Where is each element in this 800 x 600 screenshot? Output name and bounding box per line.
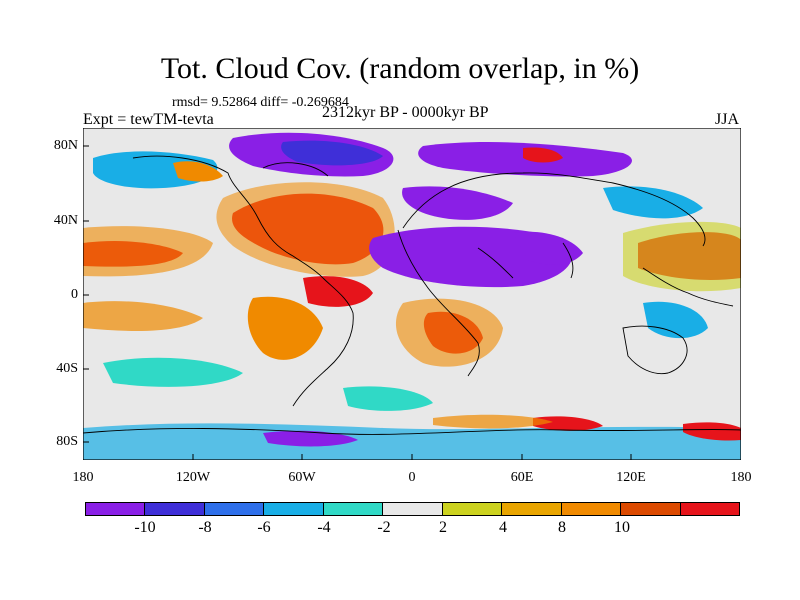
period-label: 2312kyr BP - 0000kyr BP (322, 104, 489, 121)
colorbar-swatch (621, 503, 681, 515)
lat-label-equator: 0 (71, 287, 78, 302)
field-indian-ocean-cyan (643, 301, 708, 339)
field-south-pacific-cyan (103, 357, 243, 387)
season-label: JJA (715, 111, 740, 128)
colorbar-label: -4 (317, 519, 331, 536)
field-north-orange (173, 161, 223, 182)
colorbar-label: 4 (499, 519, 507, 536)
field-antarctic-orange (433, 414, 553, 429)
colorbar-label: -2 (377, 519, 391, 536)
colorbar-swatch (145, 503, 205, 515)
colorbar-swatch (502, 503, 562, 515)
field-arctic-blue (281, 140, 383, 166)
lat-label-40s: 40S (56, 361, 78, 376)
field-east-pacific-orange (83, 226, 213, 277)
colorbar-swatch (264, 503, 324, 515)
experiment-label: Expt = tewTM-tevta (83, 111, 214, 128)
lon-label-180e: 180 (730, 470, 752, 485)
field-siberia-purple (418, 142, 632, 177)
lon-label-60w: 60W (288, 470, 316, 485)
field-atlantic-orange (216, 182, 395, 277)
field-nw-cyan (603, 186, 703, 219)
lon-label-120e: 120E (616, 470, 646, 485)
colorbar-label: -6 (257, 519, 271, 536)
lon-label-180w: 180 (72, 470, 94, 485)
field-india-purple (513, 231, 583, 265)
stats-label: rmsd= 9.52864 diff= -0.269684 (172, 95, 349, 110)
colorbar-swatch (204, 503, 265, 515)
colorbar-label: -10 (134, 519, 156, 536)
colorbar (85, 502, 740, 516)
colorbar-swatch (323, 503, 384, 515)
colorbar-label: -8 (198, 519, 212, 536)
tick-marks (83, 145, 741, 460)
field-antarctic-purple (263, 430, 358, 447)
lat-label-80n: 80N (53, 138, 78, 153)
colorbar-swatch (561, 503, 622, 515)
field-antarctic-red-2 (683, 422, 741, 441)
field-antarctic-cyan (83, 423, 741, 460)
colorbar-label: 2 (439, 519, 447, 536)
field-south-america-orange (247, 296, 323, 360)
lon-label-60e: 60E (510, 470, 534, 485)
field-pacific-yellow (623, 221, 741, 292)
field-africa-orange (395, 298, 503, 367)
colorbar-label: 10 (614, 519, 630, 536)
colorbar-label: 8 (558, 519, 566, 536)
colorbar-swatch (86, 503, 146, 515)
lat-label-40n: 40N (53, 213, 78, 228)
colorbar-swatch (680, 503, 739, 515)
field-europe-red (523, 147, 563, 163)
lon-label-120w: 120W (175, 470, 211, 485)
plot-title: Tot. Cloud Cov. (random overlap, in %) (160, 52, 640, 85)
lon-label-0: 0 (408, 470, 416, 485)
colorbar-swatch (442, 503, 503, 515)
field-europe-purple (402, 186, 513, 220)
field-antarctic-red-1 (533, 416, 603, 431)
lat-label-80s: 80S (56, 434, 78, 449)
colorbar-swatch (383, 503, 443, 515)
cloud-cover-map (83, 128, 741, 460)
field-sw-pacific-orange (83, 301, 203, 331)
coastlines (83, 155, 741, 435)
field-south-atlantic-cyan (343, 386, 433, 411)
